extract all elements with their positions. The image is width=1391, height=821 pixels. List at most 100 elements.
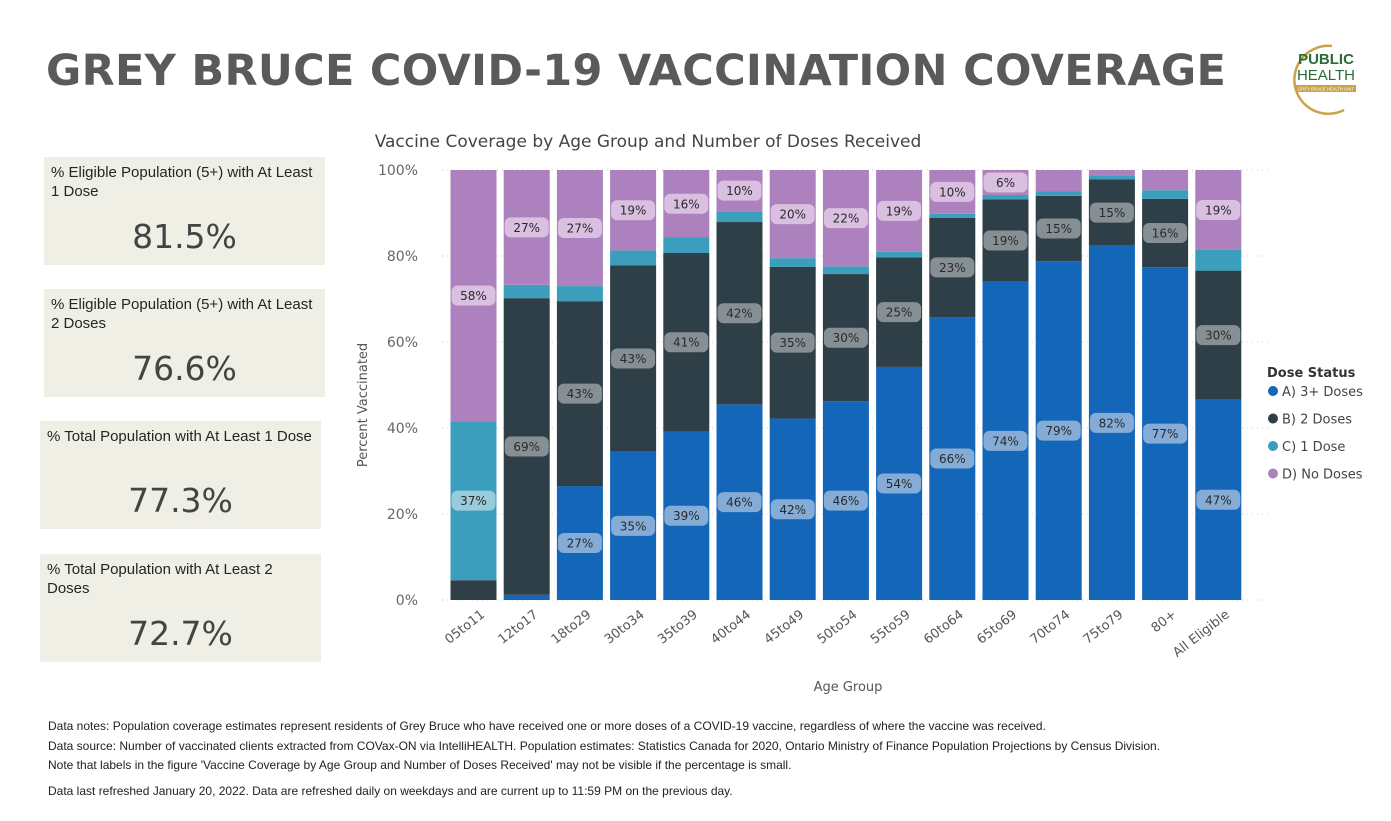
x-tick-label: 35to39 (655, 607, 701, 647)
data-label: 79% (1045, 424, 1072, 438)
bar-stack: 46% 42% 10% (716, 170, 763, 600)
chart-title: Vaccine Coverage by Age Group and Number… (375, 132, 922, 152)
bar-segment (1142, 190, 1189, 199)
data-label: 43% (620, 352, 647, 366)
x-tick-label: 30to34 (602, 607, 648, 647)
bar-stack: 79% 15% (1035, 170, 1082, 600)
data-label: 35% (779, 336, 806, 350)
data-label: 74% (992, 434, 1019, 448)
data-label: 15% (1045, 222, 1072, 236)
data-label: 42% (726, 307, 753, 321)
bar-stack: 42% 35% 20% (769, 170, 816, 600)
data-label-box (611, 515, 656, 536)
data-label-box (1089, 202, 1134, 223)
data-label-box (664, 332, 709, 353)
legend-item: A) 3+ Doses (1282, 385, 1363, 400)
data-label-box (770, 204, 815, 225)
data-label: 10% (726, 184, 753, 198)
bar-segment (1035, 170, 1082, 192)
data-label-box (930, 257, 975, 278)
data-label: 66% (939, 452, 966, 466)
bar-segment (450, 580, 497, 600)
data-label: 27% (567, 537, 594, 551)
data-label-box (611, 348, 656, 369)
data-label-box (1196, 199, 1241, 220)
data-label: 82% (1099, 416, 1126, 430)
note-line: Data source: Number of vaccinated client… (48, 738, 1161, 753)
kpi-value: 77.3% (128, 481, 233, 520)
legend-swatch (1268, 468, 1278, 479)
y-tick-label: 40% (387, 421, 418, 437)
data-label-box (823, 490, 868, 511)
data-label: 37% (460, 494, 487, 508)
data-label-box (770, 499, 815, 520)
kpi-value: 76.6% (132, 349, 237, 388)
kpi-card-eligible-1-dose: % Eligible Population (5+) with At Least… (44, 157, 325, 265)
data-label-box (877, 200, 922, 221)
bar-stack: 69% 27% (503, 170, 550, 600)
data-label: 19% (886, 204, 913, 218)
kpi-card-total-1-dose: % Total Population with At Least 1 Dose … (40, 421, 321, 529)
data-label-box (717, 303, 762, 324)
data-label: 19% (992, 234, 1019, 248)
bar-segment (1195, 249, 1242, 271)
data-label-box (664, 505, 709, 526)
legend-swatch (1268, 386, 1278, 396)
bar-stack: 39% 41% 16% (663, 170, 710, 600)
data-label-box (1143, 222, 1188, 243)
bar-stack: 54% 25% 19% (876, 170, 923, 600)
bar-stack: 27% 43% 27% (556, 170, 603, 600)
y-axis-ticks: 0% 20% 40% 60% 80% 100% (378, 163, 418, 609)
note-line: Data last refreshed January 20, 2022. Da… (48, 783, 733, 798)
bar-segment (610, 250, 657, 266)
data-label: 23% (939, 261, 966, 275)
y-tick-label: 60% (387, 335, 418, 351)
data-label: 58% (460, 289, 487, 303)
data-label: 41% (673, 336, 700, 350)
logo-text-public: PUBLIC (1298, 51, 1354, 68)
note-line: Note that labels in the figure 'Vaccine … (48, 758, 792, 772)
data-label-box (717, 180, 762, 201)
data-label: 77% (1152, 427, 1179, 441)
x-tick-label: 75to79 (1081, 607, 1127, 647)
x-tick-label: 60to64 (921, 607, 967, 647)
x-tick-label: All Eligible (1170, 607, 1232, 660)
data-label-box (983, 172, 1028, 193)
bar-segment (982, 194, 1029, 200)
kpi-card-eligible-2-doses: % Eligible Population (5+) with At Least… (44, 289, 325, 397)
legend-title: Dose Status (1267, 366, 1356, 381)
x-tick-label: 65to69 (974, 607, 1020, 647)
data-label: 46% (833, 494, 860, 508)
x-tick-label: 45to49 (762, 607, 808, 647)
public-health-logo: PUBLIC HEALTH GREY BRUCE HEALTH UNIT (1293, 44, 1356, 115)
bar-stack: 66% 23% 10% (929, 170, 976, 600)
bar-segment (503, 284, 550, 299)
data-label-box (504, 436, 549, 457)
bar-stack: 37% 58% (450, 170, 497, 600)
data-label: 22% (833, 212, 860, 226)
data-label: 42% (779, 503, 806, 517)
legend-swatch (1268, 413, 1278, 424)
data-label-box (1196, 325, 1241, 346)
data-label-box (557, 383, 602, 404)
bar-stack: 74% 19% 6% (982, 170, 1029, 600)
x-axis-ticks: 05to11 12to17 18to29 30to34 35to39 40to44 45to… (442, 607, 1232, 660)
bar-segment (716, 211, 763, 223)
bar-stack: 35% 43% 19% (610, 170, 657, 600)
bar-segment (1142, 170, 1189, 191)
data-label-box (1036, 420, 1081, 441)
data-label: 10% (939, 185, 966, 199)
data-label-box (664, 193, 709, 214)
kpi-card-total-2-doses: % Total Population with At Least 2 Doses… (40, 554, 321, 662)
kpi-label: % Eligible Population (5+) with At Least… (51, 164, 313, 200)
data-label-box (557, 218, 602, 239)
bar-stack: 82% 15% (1088, 170, 1135, 600)
y-axis-label: Percent Vaccinated (356, 343, 371, 467)
data-label: 19% (620, 204, 647, 218)
bar-segment (929, 213, 976, 218)
data-label: 6% (996, 176, 1015, 190)
data-label-box (451, 285, 496, 306)
data-label: 25% (886, 306, 913, 320)
note-line: Data notes: Population coverage estimate… (48, 719, 1046, 733)
y-tick-label: 100% (378, 163, 418, 179)
